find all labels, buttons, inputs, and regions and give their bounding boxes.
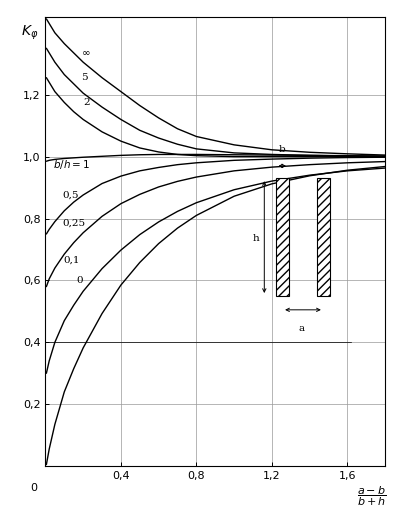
Text: 0: 0 xyxy=(31,483,38,493)
Text: 5: 5 xyxy=(81,73,88,82)
Text: 0,1: 0,1 xyxy=(63,256,80,265)
Text: $K_{\varphi}$: $K_{\varphi}$ xyxy=(21,23,38,42)
Text: 2: 2 xyxy=(83,98,90,107)
Bar xyxy=(276,179,289,296)
Text: h: h xyxy=(253,234,260,243)
Bar xyxy=(317,179,330,296)
Text: a: a xyxy=(298,324,304,333)
Text: b: b xyxy=(279,144,286,154)
Text: $\infty$: $\infty$ xyxy=(81,48,91,58)
Text: $b/h = 1$: $b/h = 1$ xyxy=(53,158,90,171)
Text: 0,5: 0,5 xyxy=(62,191,79,200)
Text: 0,25: 0,25 xyxy=(62,218,86,228)
Text: $\dfrac{a-b}{b+h}$: $\dfrac{a-b}{b+h}$ xyxy=(357,484,387,508)
Text: 0: 0 xyxy=(76,276,83,285)
